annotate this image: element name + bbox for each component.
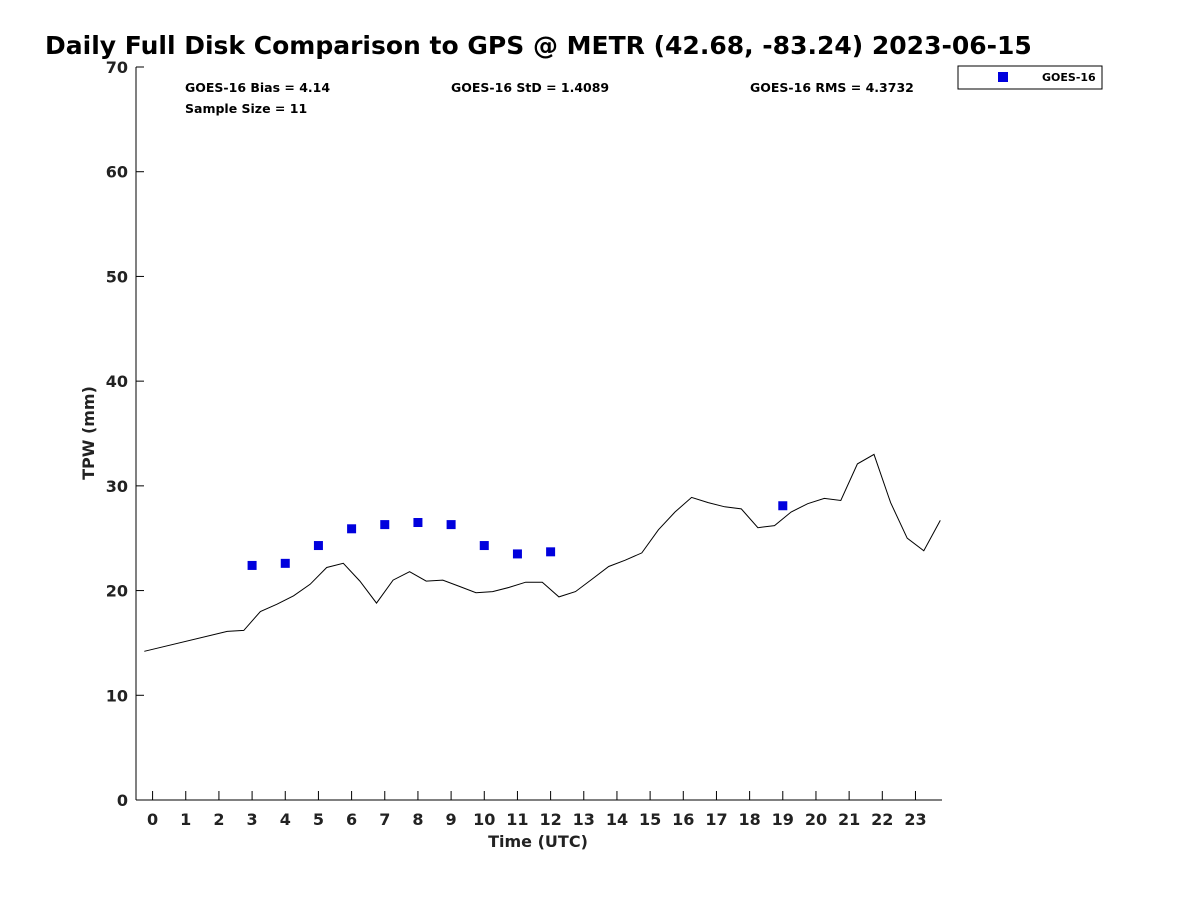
y-tick-label: 20 <box>106 582 128 601</box>
x-tick-label: 9 <box>446 810 457 829</box>
goes16-point <box>280 558 290 568</box>
x-tick-label: 19 <box>772 810 794 829</box>
y-axis-label: TPW (mm) <box>79 386 98 480</box>
x-tick-label: 14 <box>606 810 628 829</box>
y-tick-label: 60 <box>106 163 128 182</box>
sample-size-stat: Sample Size = 11 <box>185 101 307 116</box>
y-axis-ticks: 0 10 20 30 40 50 60 70 <box>106 58 144 810</box>
y-tick-label: 50 <box>106 267 128 286</box>
y-tick-label: 70 <box>106 58 128 77</box>
y-tick-label: 30 <box>106 477 128 496</box>
goes16-point <box>247 560 257 570</box>
x-tick-label: 7 <box>379 810 390 829</box>
x-tick-label: 20 <box>805 810 827 829</box>
x-tick-label: 6 <box>346 810 357 829</box>
y-tick-label: 40 <box>106 372 128 391</box>
legend: GOES-16 <box>957 65 1103 90</box>
gps-series-line <box>144 453 941 652</box>
x-tick-label: 12 <box>539 810 561 829</box>
rms-stat: GOES-16 RMS = 4.3732 <box>750 80 914 95</box>
x-tick-label: 8 <box>412 810 423 829</box>
std-stat: GOES-16 StD = 1.4089 <box>451 80 609 95</box>
bias-stat: GOES-16 Bias = 4.14 <box>185 80 330 95</box>
y-tick-label: 0 <box>117 791 128 810</box>
goes16-point <box>347 524 357 534</box>
legend-label: GOES-16 <box>1042 71 1096 84</box>
x-tick-label: 21 <box>838 810 860 829</box>
legend-box <box>957 65 1103 90</box>
x-tick-label: 13 <box>573 810 595 829</box>
x-tick-label: 11 <box>506 810 528 829</box>
goes16-point <box>413 518 423 528</box>
x-tick-label: 15 <box>639 810 661 829</box>
x-tick-label: 0 <box>147 810 158 829</box>
goes16-point <box>313 541 323 551</box>
x-tick-label: 10 <box>473 810 495 829</box>
x-tick-label: 22 <box>871 810 893 829</box>
x-axis-label: Time (UTC) <box>488 832 588 851</box>
x-tick-label: 16 <box>672 810 694 829</box>
x-tick-label: 18 <box>738 810 760 829</box>
goes16-point <box>479 541 489 551</box>
x-tick-label: 17 <box>705 810 727 829</box>
x-tick-label: 2 <box>213 810 224 829</box>
goes16-point <box>512 549 522 559</box>
chart-title: Daily Full Disk Comparison to GPS @ METR… <box>45 31 1032 60</box>
goes16-point <box>446 520 456 530</box>
x-tick-label: 5 <box>313 810 324 829</box>
x-tick-label: 4 <box>280 810 291 829</box>
legend-marker <box>998 72 1008 82</box>
y-tick-label: 10 <box>106 686 128 705</box>
goes16-series-points <box>247 501 788 570</box>
x-tick-label: 23 <box>904 810 926 829</box>
goes16-point <box>546 547 556 557</box>
x-axis-ticks: 0 1 2 3 4 5 6 7 8 9 10 11 12 13 14 15 16 17 18 19 20 21 22 23 <box>147 791 927 829</box>
goes16-point <box>778 501 788 511</box>
goes16-point <box>380 520 390 530</box>
x-tick-label: 1 <box>180 810 191 829</box>
x-tick-label: 3 <box>247 810 258 829</box>
